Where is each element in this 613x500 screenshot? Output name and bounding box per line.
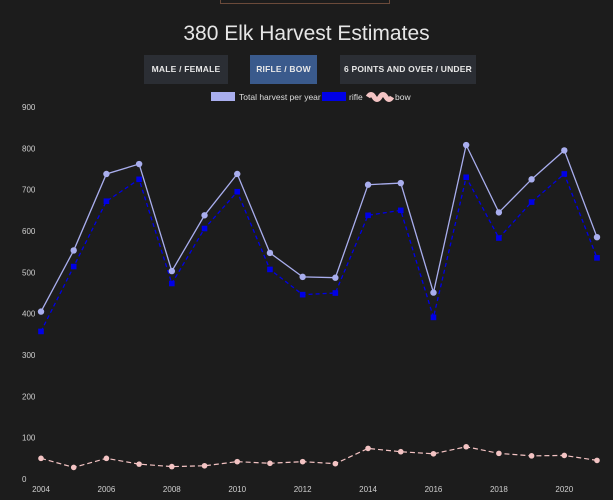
data-point[interactable]: [136, 461, 142, 467]
legend-swatch: [365, 92, 395, 102]
data-point[interactable]: [136, 176, 142, 183]
data-point[interactable]: [593, 234, 601, 241]
data-point[interactable]: [201, 212, 208, 219]
data-point[interactable]: [37, 308, 45, 315]
data-point[interactable]: [397, 448, 404, 455]
data-point[interactable]: [234, 458, 241, 465]
y-tick-label: 0: [22, 475, 27, 484]
data-point[interactable]: [135, 160, 143, 168]
data-point[interactable]: [38, 328, 44, 335]
data-point[interactable]: [169, 280, 175, 287]
series-line: [40, 446, 598, 469]
y-tick-label: 900: [22, 103, 36, 112]
series-0: [37, 141, 601, 315]
data-point[interactable]: [168, 267, 176, 275]
data-point[interactable]: [299, 291, 306, 298]
data-point[interactable]: [38, 455, 44, 462]
x-tick-label: 2012: [294, 485, 312, 494]
legend-item-1[interactable]: rifle: [322, 92, 363, 102]
y-tick-label: 100: [22, 434, 36, 443]
data-point[interactable]: [365, 212, 371, 219]
data-point[interactable]: [430, 314, 437, 321]
six-points-button[interactable]: 6 POINTS AND OVER / UNDER: [340, 55, 476, 84]
x-axis-ticks: 2004 2006 2008 2010 2012 2014 2016 2018 2020: [32, 485, 574, 494]
legend-label: rifle: [349, 92, 363, 102]
data-point[interactable]: [169, 463, 175, 470]
y-tick-label: 600: [22, 227, 36, 236]
data-point[interactable]: [561, 171, 568, 177]
page-title: 380 Elk Harvest Estimates: [183, 22, 430, 45]
data-point[interactable]: [267, 266, 273, 273]
data-point[interactable]: [496, 235, 502, 241]
x-tick-label: 2004: [32, 485, 50, 494]
rifle-bow-button[interactable]: RIFLE / BOW: [250, 55, 317, 84]
legend-label: bow: [395, 92, 411, 102]
series-line: [40, 172, 598, 332]
data-point[interactable]: [463, 443, 469, 450]
data-point[interactable]: [266, 249, 274, 257]
legend-swatch: [211, 92, 235, 101]
y-tick-label: 500: [22, 268, 36, 277]
x-tick-label: 2010: [228, 485, 246, 494]
y-tick-label: 300: [22, 351, 36, 360]
data-point[interactable]: [234, 188, 241, 195]
data-point[interactable]: [430, 450, 437, 457]
data-point[interactable]: [267, 460, 273, 467]
data-point[interactable]: [594, 255, 600, 261]
data-point[interactable]: [397, 179, 404, 187]
x-tick-label: 2020: [555, 485, 573, 494]
series-line: [40, 143, 598, 312]
top-strip-decoration: [220, 0, 390, 4]
y-axis-ticks: 0 100 200 300 400 500 600 700 800 900: [22, 103, 36, 484]
x-tick-label: 2016: [425, 485, 443, 494]
data-point[interactable]: [70, 263, 77, 270]
data-point[interactable]: [103, 455, 110, 462]
data-point[interactable]: [528, 199, 535, 205]
filter-button-row: MALE / FEMALE RIFLE / BOW 6 POINTS AND O…: [0, 55, 613, 85]
data-point[interactable]: [332, 290, 339, 296]
legend-label: Total harvest per year: [239, 92, 321, 102]
series-1: [38, 171, 600, 335]
data-point[interactable]: [299, 273, 306, 281]
data-point[interactable]: [462, 141, 470, 149]
data-point[interactable]: [234, 170, 241, 178]
x-tick-label: 2008: [163, 485, 181, 494]
data-point[interactable]: [430, 289, 437, 296]
y-tick-label: 700: [22, 186, 36, 195]
data-point[interactable]: [561, 147, 568, 154]
legend-swatch: [322, 92, 346, 101]
chart-legend: Total harvest per year rifle bow: [211, 92, 411, 102]
x-tick-label: 2018: [490, 485, 508, 494]
y-tick-label: 400: [22, 310, 36, 319]
data-point[interactable]: [364, 181, 372, 188]
data-point[interactable]: [103, 170, 110, 178]
data-point[interactable]: [561, 452, 568, 459]
data-point[interactable]: [299, 458, 306, 465]
legend-item-2[interactable]: bow: [365, 92, 411, 102]
data-point[interactable]: [103, 198, 110, 205]
data-point[interactable]: [397, 207, 404, 214]
data-point[interactable]: [70, 247, 77, 254]
data-point[interactable]: [495, 209, 503, 216]
series-2: [38, 443, 600, 471]
chart-series: [37, 141, 601, 471]
y-tick-label: 800: [22, 144, 36, 153]
data-point[interactable]: [332, 274, 339, 281]
data-point[interactable]: [201, 225, 208, 232]
data-point[interactable]: [528, 453, 535, 459]
data-point[interactable]: [365, 445, 371, 452]
data-point[interactable]: [496, 450, 502, 457]
data-point[interactable]: [70, 464, 77, 471]
data-point[interactable]: [463, 174, 469, 181]
data-point[interactable]: [332, 460, 339, 467]
data-point[interactable]: [594, 457, 600, 464]
data-point[interactable]: [201, 462, 208, 469]
data-point[interactable]: [528, 176, 535, 183]
legend-item-0[interactable]: Total harvest per year: [211, 92, 321, 102]
y-tick-label: 200: [22, 392, 36, 401]
harvest-line-chart: Total harvest per year rifle bow 0 100 200 30…: [22, 92, 601, 494]
x-tick-label: 2014: [359, 485, 377, 494]
x-tick-label: 2006: [98, 485, 116, 494]
male-female-button[interactable]: MALE / FEMALE: [144, 55, 228, 84]
